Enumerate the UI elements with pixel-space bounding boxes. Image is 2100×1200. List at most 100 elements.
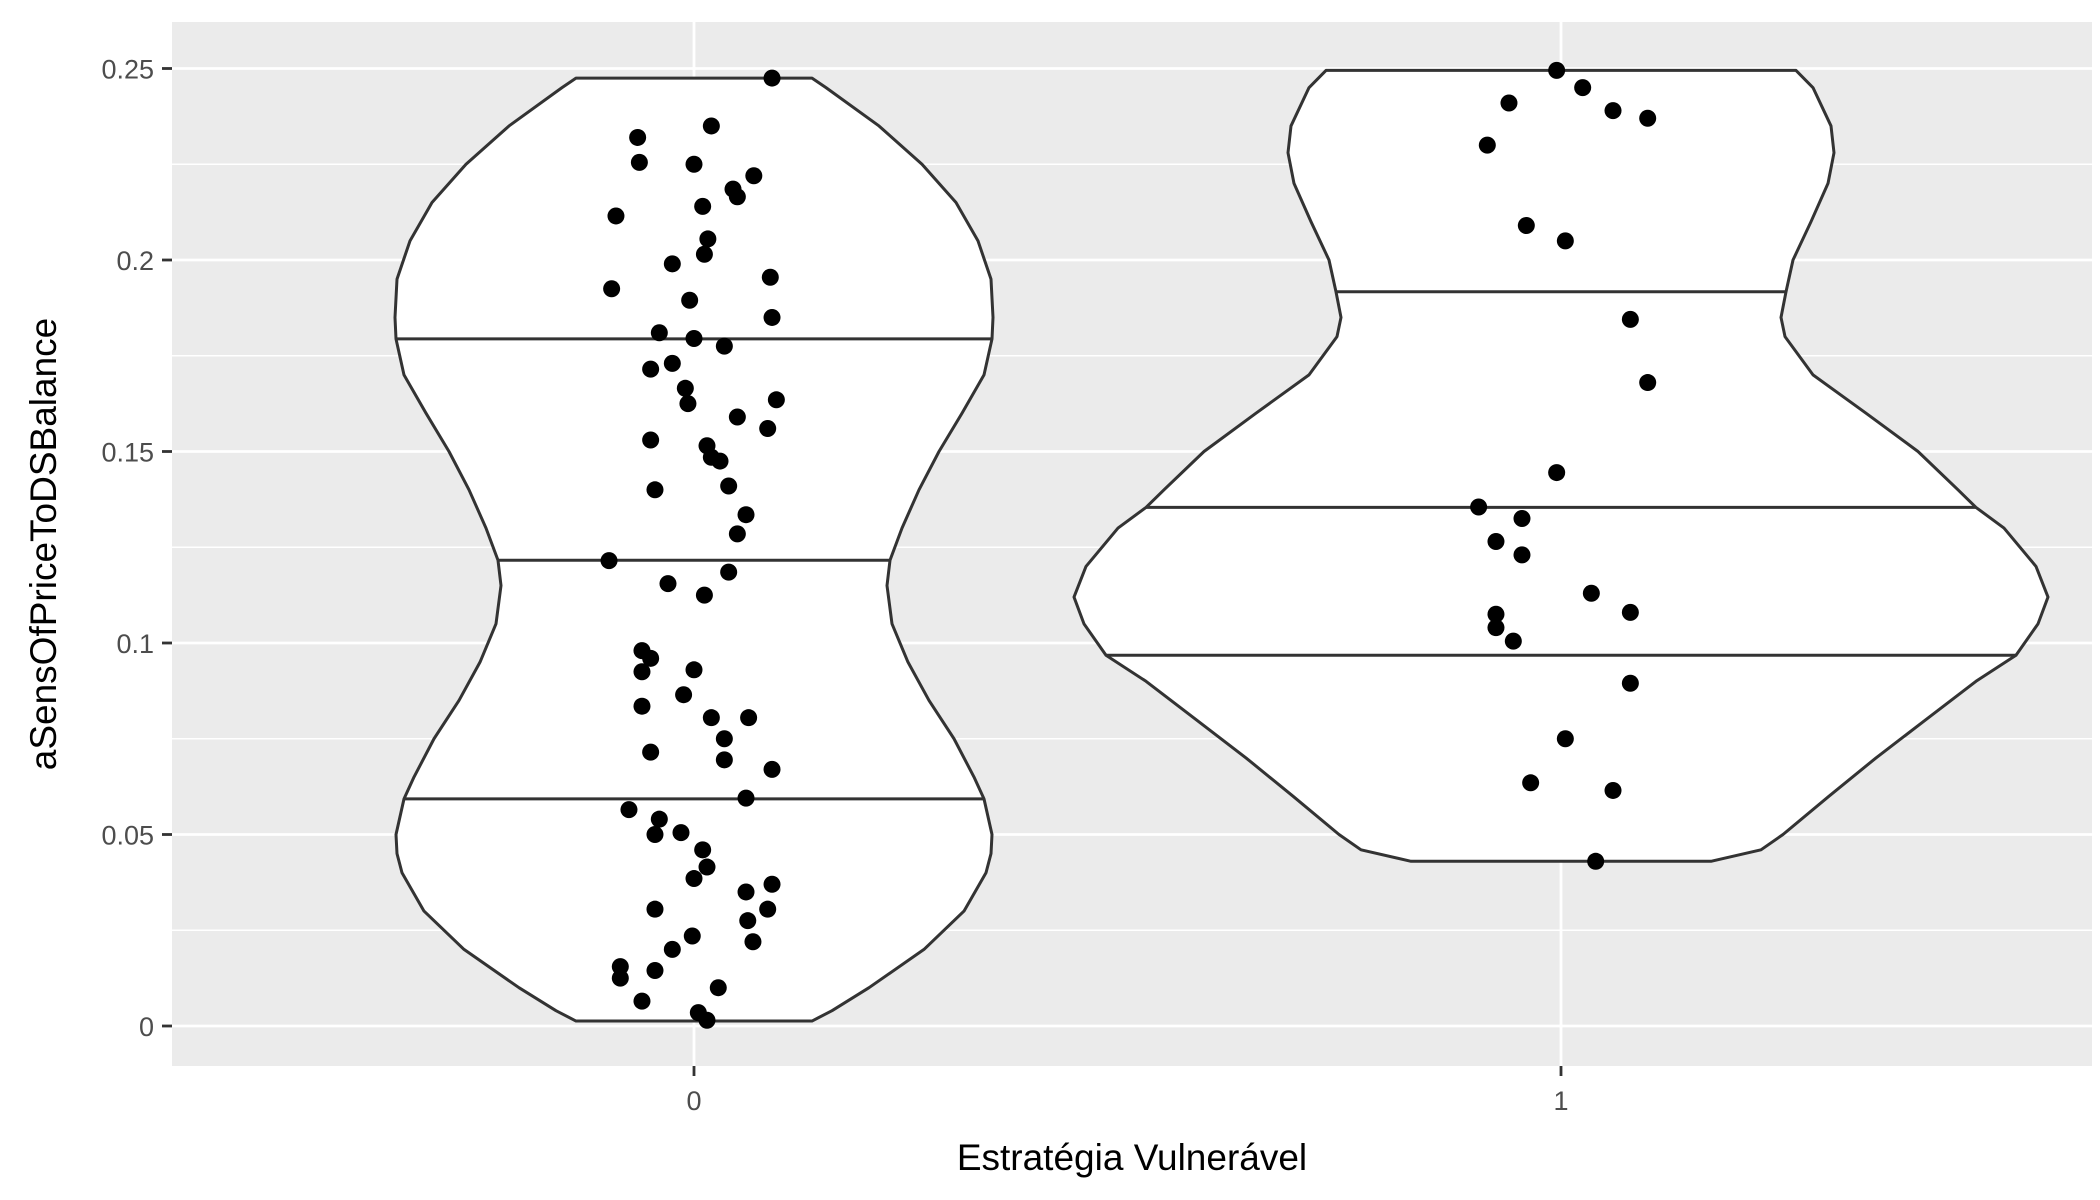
data-point: [630, 153, 648, 171]
data-point: [763, 308, 781, 326]
data-point: [646, 826, 664, 843]
data-point: [646, 900, 664, 918]
data-point: [679, 395, 697, 413]
data-point: [1556, 730, 1574, 748]
data-point: [650, 324, 668, 342]
data-point: [1621, 310, 1639, 328]
y-tick-label: 0.25: [101, 55, 154, 85]
violin-body-0: [393, 76, 995, 1023]
data-point: [663, 354, 681, 372]
data-point: [642, 360, 660, 378]
data-point: [646, 481, 664, 499]
y-axis-title: aSensOfPriceToDSBalance: [23, 318, 64, 770]
data-point: [728, 408, 746, 426]
data-point: [694, 197, 712, 215]
data-point: [763, 69, 781, 87]
y-tick-label: 0.05: [101, 821, 154, 851]
data-point: [715, 337, 733, 355]
data-point: [1639, 109, 1657, 127]
data-point: [1582, 584, 1600, 602]
data-point: [720, 477, 738, 495]
data-point: [728, 188, 746, 206]
data-point: [745, 167, 763, 185]
data-point: [1639, 374, 1657, 392]
data-point: [1587, 852, 1605, 870]
data-point: [611, 969, 629, 987]
data-point: [767, 391, 785, 409]
data-point: [676, 379, 694, 397]
data-point: [702, 117, 720, 135]
data-point: [672, 824, 690, 842]
data-point: [633, 697, 651, 715]
data-point: [659, 575, 677, 593]
data-point: [642, 743, 660, 761]
y-tick-label: 0: [139, 1012, 154, 1042]
data-point: [698, 1011, 716, 1029]
data-point: [685, 155, 703, 173]
data-point: [663, 255, 681, 273]
data-point: [1504, 632, 1522, 650]
data-point: [1487, 619, 1505, 637]
data-point: [1522, 774, 1540, 792]
data-point: [1604, 102, 1622, 120]
data-point: [650, 810, 668, 828]
data-point: [699, 230, 717, 248]
data-point: [1621, 603, 1639, 621]
data-point: [737, 789, 755, 807]
data-point: [620, 801, 638, 819]
data-point: [603, 280, 621, 298]
data-point: [1604, 781, 1622, 799]
y-tick-label: 0.2: [116, 246, 154, 276]
data-point: [685, 661, 703, 679]
data-point: [763, 875, 781, 893]
data-point: [759, 900, 777, 918]
data-point: [1513, 546, 1531, 564]
data-point: [685, 330, 703, 348]
data-point: [1487, 533, 1505, 551]
data-point: [715, 751, 733, 769]
data-point: [1556, 232, 1574, 250]
data-point: [1500, 94, 1518, 112]
data-point: [744, 933, 762, 951]
data-point: [663, 940, 681, 958]
x-tick-label: 1: [1553, 1086, 1568, 1116]
data-point: [633, 663, 651, 681]
data-point: [600, 552, 618, 570]
data-point: [709, 979, 727, 997]
y-axis: 0 0.05 0.1 0.15 0.2 0.25: [101, 55, 172, 1042]
data-point: [1517, 217, 1535, 235]
data-point: [1513, 510, 1531, 528]
data-point: [675, 686, 693, 704]
data-point: [1621, 674, 1639, 692]
data-point: [763, 760, 781, 778]
data-point: [642, 431, 660, 449]
data-point: [720, 563, 738, 581]
data-point: [681, 291, 699, 309]
data-point: [695, 586, 713, 604]
x-tick-label: 0: [686, 1086, 701, 1116]
data-point: [739, 912, 757, 930]
jitter-points: [600, 61, 1657, 1029]
data-point: [629, 128, 647, 146]
data-point: [683, 927, 701, 945]
data-point: [737, 506, 755, 524]
data-point: [761, 268, 779, 286]
y-tick-label: 0.15: [101, 438, 154, 468]
data-point: [728, 525, 746, 543]
data-point: [1548, 464, 1566, 482]
data-point: [1574, 79, 1592, 97]
data-point: [1548, 61, 1566, 79]
data-point: [1478, 136, 1496, 154]
data-point: [702, 709, 720, 727]
data-point: [607, 207, 625, 225]
data-point: [646, 961, 664, 979]
data-point: [685, 870, 703, 888]
data-point: [642, 649, 660, 667]
data-point: [740, 709, 758, 727]
data-point: [698, 858, 716, 876]
data-point: [711, 452, 729, 470]
data-point: [715, 730, 733, 748]
data-point: [1470, 498, 1488, 516]
